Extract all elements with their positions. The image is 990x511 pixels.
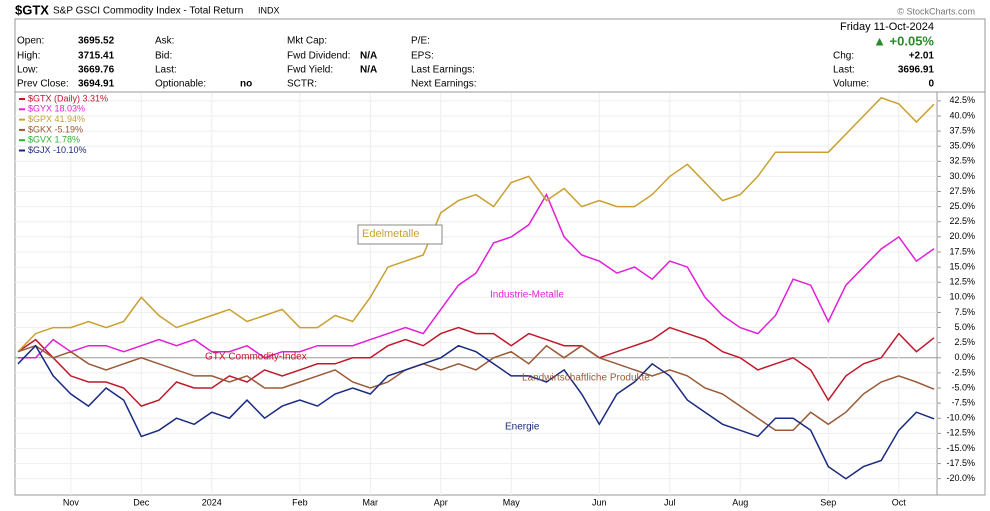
field-value: N/A <box>360 65 377 76</box>
watermark: © StockCharts.com <box>897 6 975 16</box>
y-tick-label: 7.5% <box>954 307 975 317</box>
field-label: Prev Close: <box>17 79 69 90</box>
x-tick-label: Dec <box>133 497 150 507</box>
y-tick-label: 12.5% <box>949 277 975 287</box>
x-tick-label: Jun <box>592 497 607 507</box>
y-tick-label: 27.5% <box>949 186 975 196</box>
y-tick-label: -20.0% <box>946 473 975 483</box>
y-tick-label: 42.5% <box>949 95 975 105</box>
field-value: 3669.76 <box>78 65 115 76</box>
legend-entry: $GPX 41.94% <box>28 114 85 124</box>
y-tick-label: 0.0% <box>954 352 975 362</box>
field-label: Open: <box>17 36 44 47</box>
field-label: Fwd Dividend: <box>287 51 350 62</box>
y-tick-label: -2.5% <box>951 367 975 377</box>
field-value: 3694.91 <box>78 79 115 90</box>
x-tick-label: 2024 <box>202 497 222 507</box>
x-tick-label: Nov <box>63 497 80 507</box>
series-line <box>18 192 935 359</box>
y-tick-label: 10.0% <box>949 292 975 302</box>
series-line <box>17 326 935 407</box>
y-tick-label: -5.0% <box>951 382 975 392</box>
legend-entry: $GTX (Daily) 3.31% <box>28 93 108 103</box>
symbol: $GTX <box>15 2 49 17</box>
field-label: Ask: <box>155 36 174 47</box>
x-tick-label: Oct <box>892 497 907 507</box>
field-label: Last: <box>833 65 855 76</box>
field-value: 3696.91 <box>898 65 935 76</box>
series-line <box>17 344 935 480</box>
field-label: Last Earnings: <box>411 65 475 76</box>
y-tick-label: 30.0% <box>949 171 975 181</box>
series-line <box>17 344 935 432</box>
y-tick-label: -17.5% <box>946 458 975 468</box>
date: Friday 11-Oct-2024 <box>840 21 934 33</box>
y-tick-label: -7.5% <box>951 397 975 407</box>
x-tick-label: Aug <box>732 497 748 507</box>
field-label: Low: <box>17 65 38 76</box>
change-pct: ▲ +0.05% <box>873 33 934 48</box>
y-tick-label: 32.5% <box>949 156 975 166</box>
x-tick-label: Feb <box>292 497 308 507</box>
annotation: Energie <box>505 422 540 433</box>
field-value: 0 <box>928 79 934 90</box>
series-line <box>17 96 935 353</box>
annotation: Landwirtschaftliche Produkte <box>522 373 650 384</box>
x-tick-label: Sep <box>820 497 836 507</box>
y-tick-label: 20.0% <box>949 231 975 241</box>
field-label: Volume: <box>833 79 869 90</box>
annotation: Edelmetalle <box>362 228 419 240</box>
x-tick-label: Apr <box>434 497 448 507</box>
annotation: GTX Commodity-Index <box>205 352 307 363</box>
y-tick-label: 35.0% <box>949 141 975 151</box>
field-label: Mkt Cap: <box>287 36 327 47</box>
index-name: S&P GSCI Commodity Index - Total Return <box>53 6 243 17</box>
y-tick-label: 17.5% <box>949 246 975 256</box>
annotation-box <box>357 224 443 245</box>
field-value: 3715.41 <box>78 51 115 62</box>
field-label: Next Earnings: <box>411 79 477 90</box>
y-tick-label: 40.0% <box>949 110 975 120</box>
annotation: Industrie-Metalle <box>490 290 564 301</box>
legend-entry: $GYX 18.03% <box>28 104 85 114</box>
exchange: INDX <box>258 5 280 15</box>
y-tick-label: 2.5% <box>954 337 975 347</box>
field-label: Optionable: <box>155 79 206 90</box>
x-tick-label: Jul <box>664 497 676 507</box>
frame <box>14 18 986 496</box>
y-tick-label: -15.0% <box>946 443 975 453</box>
field-label: Chg: <box>833 51 854 62</box>
x-tick-label: Mar <box>363 497 379 507</box>
y-tick-label: 22.5% <box>949 216 975 226</box>
field-label: EPS: <box>411 51 434 62</box>
y-tick-label: -10.0% <box>946 413 975 423</box>
field-value: N/A <box>360 51 377 62</box>
field-value: no <box>240 79 252 90</box>
legend-entry: $GVX 1.78% <box>28 135 80 145</box>
y-tick-label: 5.0% <box>954 322 975 332</box>
y-tick-label: 25.0% <box>949 201 975 211</box>
field-label: Fwd Yield: <box>287 65 333 76</box>
y-tick-label: -12.5% <box>946 428 975 438</box>
legend-entry: $GJX -10.10% <box>28 145 87 155</box>
field-value: +2.01 <box>909 51 935 62</box>
x-tick-label: May <box>503 497 521 507</box>
field-label: High: <box>17 51 40 62</box>
legend-entry: $GKX -5.19% <box>28 124 83 134</box>
field-label: P/E: <box>411 36 430 47</box>
y-tick-label: 37.5% <box>949 125 975 135</box>
field-label: SCTR: <box>287 79 317 90</box>
field-value: 3695.52 <box>78 36 115 47</box>
y-tick-label: 15.0% <box>949 261 975 271</box>
field-label: Last: <box>155 65 177 76</box>
field-label: Bid: <box>155 51 172 62</box>
